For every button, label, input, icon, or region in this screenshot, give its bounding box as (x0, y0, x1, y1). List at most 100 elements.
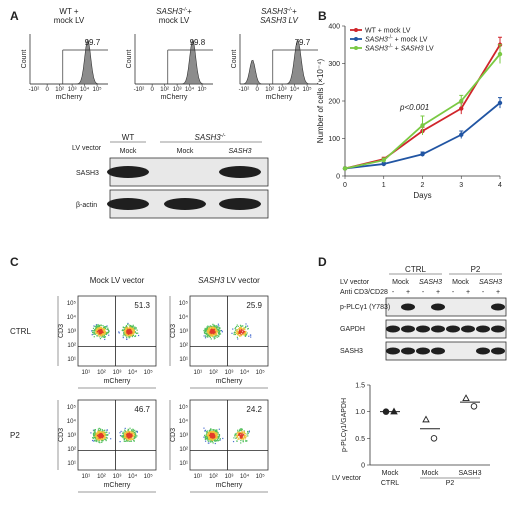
c-event-dot (209, 336, 211, 339)
c-event-dot (245, 440, 247, 442)
c-event-dot (216, 439, 218, 442)
c-event-dot (131, 335, 134, 338)
c-event-dot (127, 433, 130, 436)
c-dotplot: 46.7 10¹ 10² 10³ 10⁴ 10⁵ 10⁵ 10⁴ 10³ 10² 10¹ mCherr… (57, 399, 157, 493)
c-event-dot (130, 434, 133, 436)
c-x-tick-label: 10⁵ (144, 369, 154, 376)
c-event-dot (132, 333, 135, 335)
c-event-dot (207, 334, 209, 337)
c-event-dot (206, 328, 208, 330)
lane-label: Mock (177, 148, 194, 155)
c-event-dot (241, 435, 243, 437)
c-event-dot (95, 324, 98, 326)
c-event-dot (134, 429, 136, 431)
c-event-dot (122, 326, 125, 329)
d-blot-band (491, 303, 505, 311)
c-event-dot (206, 431, 208, 433)
c-event-dot (236, 436, 238, 438)
c-event-dot (242, 441, 244, 443)
d-point-triangle (390, 407, 398, 415)
c-event-dot (245, 325, 247, 327)
c-event-dot (97, 328, 99, 330)
c-event-dot (136, 435, 138, 437)
d-x-tick-label: Mock (382, 470, 399, 477)
c-event-dot (122, 330, 124, 332)
c-event-dot (131, 331, 133, 333)
d-stim-sign: + (496, 289, 500, 296)
c-event-dot (215, 432, 217, 434)
c-event-dot (206, 328, 208, 330)
c-event-dot (208, 438, 210, 440)
d-group-ctrl: CTRL (405, 265, 426, 274)
c-event-dot (129, 333, 131, 335)
c-event-dot (135, 434, 137, 437)
c-event-dot (101, 431, 103, 433)
c-event-dot (238, 434, 240, 436)
c-x-tick-label: 10¹ (81, 370, 90, 376)
c-event-dot (206, 434, 208, 436)
c-y-tick-label: 10¹ (67, 461, 76, 467)
c-event-dot (211, 326, 213, 328)
c-event-dot (125, 325, 128, 327)
c-event-dot (234, 327, 236, 330)
c-event-dot (240, 437, 242, 439)
c-event-dot (126, 436, 128, 438)
c-event-dot (203, 331, 206, 333)
histogram-tick-label: -10² (29, 87, 40, 93)
c-event-dot (204, 434, 206, 436)
c-event-dot (91, 439, 94, 442)
d-y-tick-label: 1.0 (355, 409, 365, 416)
c-event-dot (218, 327, 221, 329)
c-event-dot (97, 333, 100, 335)
c-event-dot (212, 435, 214, 437)
c-event-dot (99, 429, 102, 431)
c-event-dot (100, 333, 103, 336)
c-event-dot (102, 333, 104, 335)
c-event-dot (132, 429, 134, 431)
c-event-dot (100, 327, 102, 329)
histogram-tick-label: 0 (255, 87, 259, 93)
c-event-dot (238, 328, 240, 330)
c-event-dot (215, 333, 217, 335)
c-event-dot (102, 434, 105, 437)
c-event-dot (244, 432, 246, 435)
c-event-dot (132, 327, 134, 329)
c-event-dot (95, 332, 97, 334)
c-event-dot (217, 437, 219, 439)
c-event-dot (107, 332, 109, 334)
c-event-dot (105, 434, 107, 436)
blot-band (107, 198, 149, 210)
c-event-dot (241, 428, 243, 430)
c-event-dot (97, 430, 99, 433)
c-event-dot (103, 432, 105, 434)
c-event-dot (243, 432, 245, 435)
c-event-dot (123, 331, 125, 333)
c-event-dot (125, 329, 127, 331)
c-event-dot (127, 435, 129, 437)
c-event-dot (131, 335, 133, 337)
c-event-dot (240, 333, 242, 335)
c-event-dot (125, 432, 127, 435)
c-event-dot (219, 332, 221, 334)
c-event-dot (208, 331, 210, 334)
c-event-dot (97, 435, 99, 438)
histogram-tick-label: 0 (150, 87, 154, 93)
c-event-dot (207, 435, 209, 437)
c-event-dot (218, 437, 220, 439)
c-event-dot (105, 333, 107, 336)
c-event-dot (131, 327, 133, 329)
d-blot-band (416, 347, 430, 355)
histogram-2: SASH3-/-+mock LV 99.8 -10² 0 10² 10³ 10⁴ 10⁵ mCh… (126, 7, 213, 101)
c-event-dot (95, 437, 97, 440)
c-event-dot (211, 329, 214, 331)
c-event-dot (125, 327, 127, 329)
b-point (381, 161, 386, 167)
c-event-dot (208, 330, 210, 332)
c-event-dot (211, 433, 213, 435)
histogram-tick-label: 0 (45, 87, 49, 93)
c-event-dot (204, 430, 206, 432)
d-band-label: GAPDH (340, 326, 365, 333)
c-event-dot (210, 435, 212, 438)
c-event-dot (128, 438, 130, 441)
c-event-dot (237, 333, 239, 335)
